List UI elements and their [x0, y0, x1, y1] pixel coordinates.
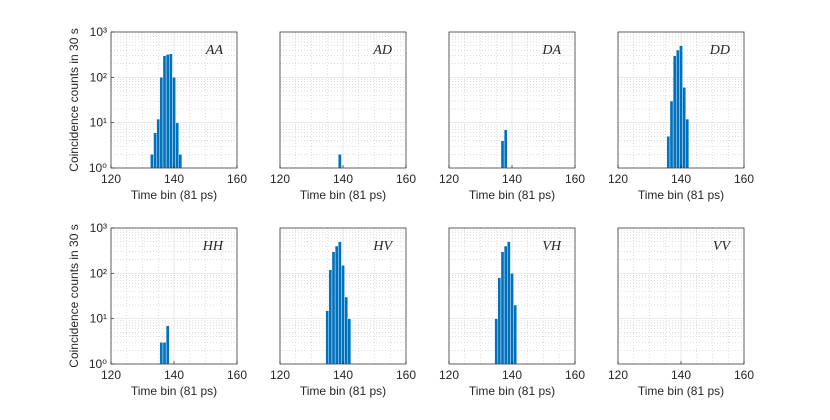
- x-axis-label: Time bin (81 ps): [300, 188, 386, 202]
- subplot: 120 140 160 10⁰ 10¹ 10² 10³ Time bin (81 ps) Coi…: [67, 25, 247, 202]
- bar: [500, 140, 505, 169]
- bar: [331, 251, 336, 365]
- annotation: VH: [542, 239, 562, 254]
- x-tick-label: 160: [734, 172, 754, 186]
- bar: [669, 100, 674, 169]
- bar: [507, 241, 511, 365]
- bar: [165, 54, 170, 169]
- bar: [344, 296, 348, 365]
- annotation: DD: [709, 43, 730, 58]
- x-tick-label: 140: [671, 172, 691, 186]
- x-tick-label: 160: [396, 172, 416, 186]
- y-axis-label: Coincidence counts in 30 s: [67, 224, 81, 367]
- x-axis-label: Time bin (81 ps): [638, 188, 724, 202]
- y-tick-label: 10³: [90, 221, 107, 235]
- bar: [497, 277, 502, 365]
- bar: [503, 129, 508, 169]
- bar: [325, 310, 330, 365]
- x-axis-label: Time bin (81 ps): [300, 384, 386, 398]
- x-axis-label: Time bin (81 ps): [469, 384, 555, 398]
- x-tick-label: 140: [164, 368, 184, 382]
- x-tick-label: 120: [270, 368, 290, 382]
- bar: [682, 87, 686, 169]
- x-tick-label: 140: [502, 368, 522, 382]
- x-axis-label: Time bin (81 ps): [131, 384, 217, 398]
- bar: [513, 304, 517, 365]
- x-axis-label: Time bin (81 ps): [131, 188, 217, 202]
- annotation: AA: [205, 43, 224, 58]
- y-tick-label: 10¹: [90, 116, 107, 130]
- bar: [150, 154, 154, 169]
- y-tick-label: 10⁰: [89, 357, 107, 371]
- x-tick-label: 120: [439, 368, 459, 382]
- bar: [175, 122, 179, 169]
- bar: [165, 325, 170, 365]
- bar: [500, 251, 505, 365]
- x-tick-label: 120: [270, 172, 290, 186]
- x-tick-label: 160: [565, 172, 585, 186]
- x-tick-label: 140: [333, 368, 353, 382]
- x-tick-label: 160: [396, 368, 416, 382]
- x-tick-label: 160: [565, 368, 585, 382]
- bar: [679, 45, 683, 169]
- bar: [153, 132, 157, 169]
- bar: [159, 77, 164, 169]
- bar: [672, 55, 677, 169]
- bar: [162, 55, 167, 169]
- x-tick-label: 120: [608, 172, 628, 186]
- subplot: 120 140 160 Time bin (81 ps) VV: [608, 227, 754, 398]
- annotation: HH: [202, 239, 224, 254]
- x-tick-label: 120: [101, 172, 121, 186]
- subplot: 120 140 160 Time bin (81 ps) VH: [439, 227, 585, 398]
- bar: [510, 273, 514, 365]
- bar: [169, 53, 173, 169]
- x-tick-label: 120: [608, 368, 628, 382]
- y-tick-label: 10²: [90, 70, 107, 84]
- y-tick-label: 10¹: [90, 312, 107, 326]
- x-tick-label: 160: [227, 368, 247, 382]
- subplot: 120 140 160 Time bin (81 ps) DA: [439, 31, 585, 202]
- bar: [162, 342, 167, 365]
- subplot: 120 140 160 Time bin (81 ps) AD: [270, 31, 416, 202]
- subplot: 120 140 160 Time bin (81 ps) DD: [608, 31, 754, 202]
- x-tick-label: 120: [439, 172, 459, 186]
- bar: [338, 241, 342, 365]
- bar: [494, 318, 499, 365]
- bar: [685, 118, 690, 169]
- bar: [503, 245, 508, 365]
- x-tick-label: 140: [671, 368, 691, 382]
- annotation: HV: [372, 239, 393, 254]
- annotation: DA: [541, 43, 561, 58]
- y-tick-label: 10³: [90, 25, 107, 39]
- x-tick-label: 140: [333, 172, 353, 186]
- y-tick-label: 10²: [90, 266, 107, 280]
- bar: [338, 154, 342, 169]
- x-tick-label: 160: [227, 172, 247, 186]
- bar: [328, 269, 333, 365]
- x-tick-label: 140: [502, 172, 522, 186]
- subplot: 120 140 160 10⁰ 10¹ 10² 10³ Time bin (81 ps) Coi…: [67, 221, 247, 398]
- bar: [347, 318, 352, 365]
- bar: [676, 49, 680, 169]
- subplot: 120 140 160 Time bin (81 ps) HV: [270, 227, 416, 398]
- bar: [156, 118, 161, 169]
- bar: [172, 77, 176, 169]
- x-tick-label: 120: [101, 368, 121, 382]
- bar: [334, 245, 339, 365]
- bar: [159, 342, 164, 365]
- annotation: AD: [372, 43, 392, 58]
- y-axis-label: Coincidence counts in 30 s: [67, 28, 81, 171]
- x-tick-label: 140: [164, 172, 184, 186]
- x-axis-label: Time bin (81 ps): [469, 188, 555, 202]
- x-axis-label: Time bin (81 ps): [638, 384, 724, 398]
- x-tick-label: 160: [734, 368, 754, 382]
- bar: [178, 154, 183, 169]
- bar: [666, 136, 671, 169]
- bar: [341, 265, 345, 365]
- y-tick-label: 10⁰: [89, 161, 107, 175]
- annotation: VV: [713, 239, 732, 254]
